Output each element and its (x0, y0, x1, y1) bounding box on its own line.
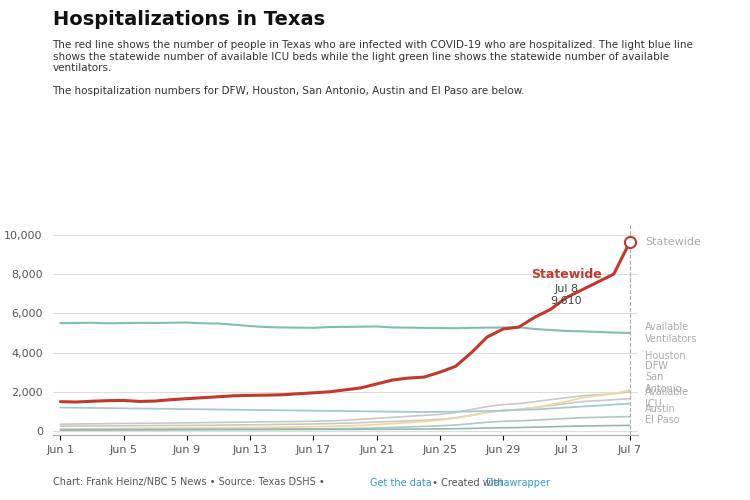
Text: Statewide: Statewide (646, 238, 701, 248)
Text: El Paso: El Paso (646, 416, 680, 426)
Text: Available
Ventilators: Available Ventilators (646, 322, 698, 344)
Text: DFW: DFW (646, 362, 668, 372)
Text: Chart: Frank Heinz/NBC 5 News • Source: Texas DSHS •: Chart: Frank Heinz/NBC 5 News • Source: … (53, 478, 327, 488)
Text: Available
ICU: Available ICU (646, 387, 690, 408)
Text: Austin: Austin (646, 404, 676, 414)
Text: 9,610: 9,610 (550, 296, 582, 306)
Text: Houston: Houston (646, 352, 686, 362)
Text: Jul 8: Jul 8 (554, 284, 578, 294)
Text: Hospitalizations in Texas: Hospitalizations in Texas (53, 10, 325, 29)
Text: Statewide: Statewide (531, 268, 602, 281)
Text: San
Antonio: San Antonio (646, 372, 683, 394)
Text: • Created with: • Created with (429, 478, 507, 488)
Text: The red line shows the number of people in Texas who are infected with COVID-19 : The red line shows the number of people … (53, 40, 693, 96)
Text: Get the data: Get the data (370, 478, 432, 488)
Text: Datawrapper: Datawrapper (486, 478, 550, 488)
